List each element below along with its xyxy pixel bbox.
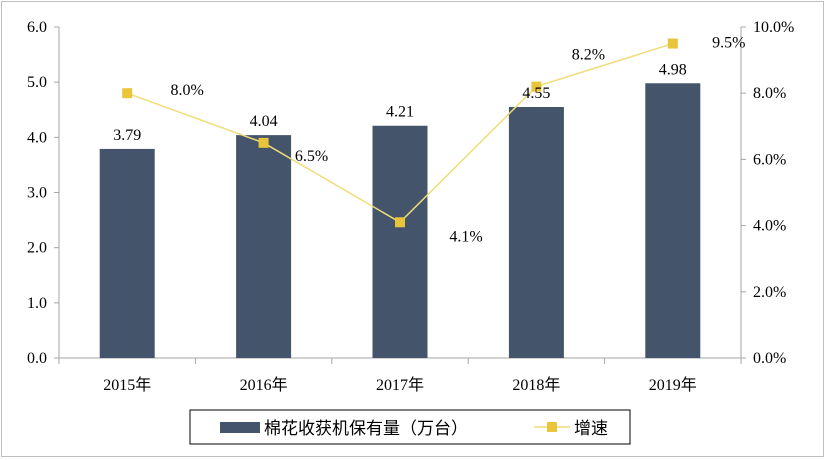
growth-marker <box>395 217 405 228</box>
right-axis-tick-label: 2.0% <box>753 284 786 301</box>
bars-layer <box>99 83 701 359</box>
bar-data-label: 4.21 <box>386 104 414 121</box>
growth-data-label: 6.5% <box>295 148 328 165</box>
left-axis-tick-label: 0.0 <box>27 350 47 367</box>
legend-line-label: 增速 <box>574 419 608 439</box>
line-layer <box>122 38 678 228</box>
bar-data-label: 4.04 <box>250 113 278 130</box>
growth-data-label: 9.5% <box>712 35 745 52</box>
left-axis-tick-label: 5.0 <box>27 74 47 91</box>
axes-layer: 0.0 1.0 2.0 3.0 4.0 5.0 6.0 0.0% 2.0% 4.0% 6.0% 8.0… <box>27 19 794 394</box>
x-axis-tick-label: 2018年 <box>512 376 560 394</box>
growth-marker <box>667 38 678 49</box>
bar-data-label: 4.98 <box>659 61 687 78</box>
data-labels-layer: 3.79 4.04 4.21 4.55 4.98 8.0% 6.5% 4.1% 8.2% 9.5% <box>113 35 745 246</box>
left-axis-tick-label: 1.0 <box>27 295 47 312</box>
right-axis-tick-label: 8.0% <box>753 85 786 102</box>
legend-marker-swatch <box>547 422 557 432</box>
bar-data-label: 3.79 <box>113 127 141 144</box>
growth-marker <box>122 88 133 99</box>
bar <box>99 148 155 358</box>
x-axis-tick-label: 2016年 <box>240 376 288 394</box>
legend-bar-swatch <box>220 422 260 433</box>
growth-marker <box>531 81 542 92</box>
growth-marker <box>258 137 269 148</box>
growth-data-label: 4.1% <box>449 228 482 245</box>
right-axis-tick-label: 4.0% <box>753 218 786 235</box>
growth-data-label: 8.2% <box>572 47 605 64</box>
x-axis-tick-label: 2019年 <box>649 376 697 394</box>
bar <box>372 125 428 358</box>
bar <box>236 135 292 358</box>
right-axis-tick-label: 6.0% <box>753 151 786 168</box>
bar <box>508 106 564 358</box>
left-axis-tick-label: 6.0 <box>27 19 47 36</box>
legend-bar-label: 棉花收获机保有量（万台） <box>264 419 468 439</box>
right-axis-tick-label: 0.0% <box>753 350 786 367</box>
bar <box>645 83 701 359</box>
left-axis-tick-label: 2.0 <box>27 240 47 257</box>
x-axis-tick-label: 2017年 <box>376 376 424 394</box>
legend: 棉花收获机保有量（万台） 增速 <box>189 409 631 445</box>
left-axis-tick-label: 3.0 <box>27 185 47 202</box>
x-axis-tick-label: 2015年 <box>103 376 151 394</box>
right-axis-tick-label: 10.0% <box>753 19 794 36</box>
growth-data-label: 8.0% <box>171 82 204 99</box>
bar-data-label: 4.55 <box>522 85 550 102</box>
left-axis-tick-label: 4.0 <box>27 129 47 146</box>
